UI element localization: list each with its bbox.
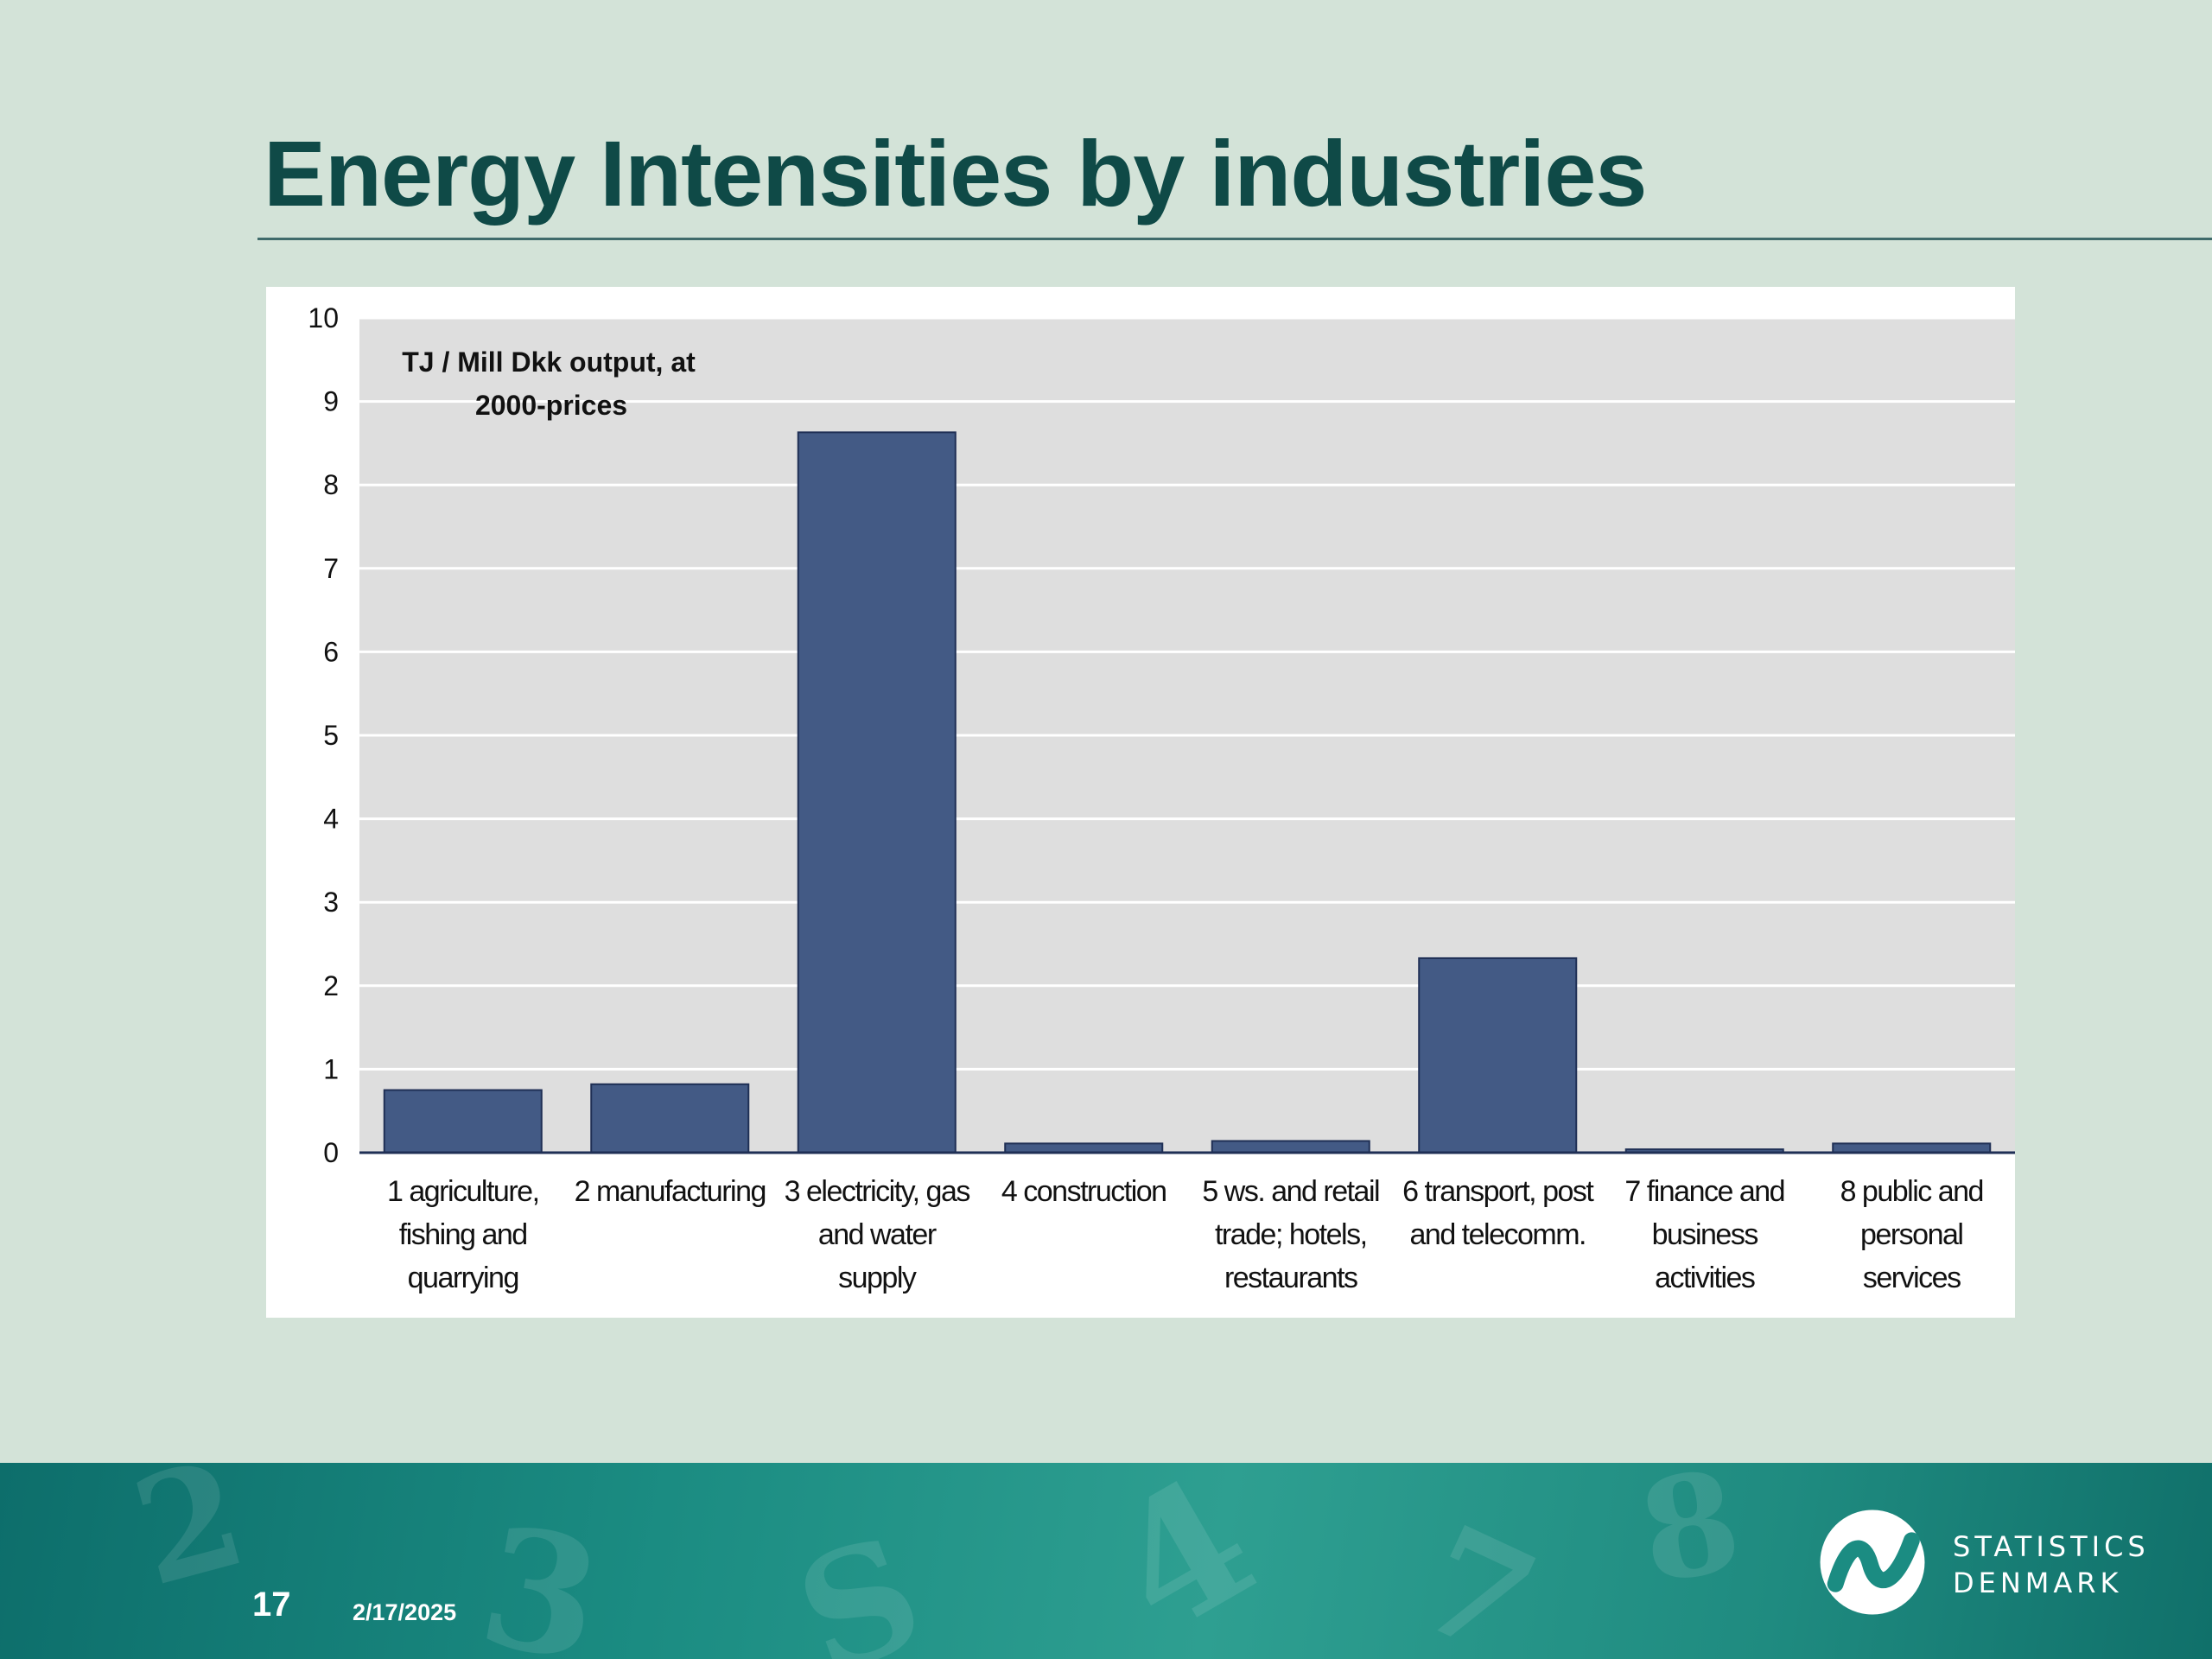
x-tick-label: 1 agriculture, fishing and quarrying — [387, 1175, 539, 1294]
x-tick-label: 4 construction — [1001, 1175, 1166, 1208]
footer-decoration: 2 — [118, 1463, 262, 1620]
bar-chart: 0 1 2 3 4 5 6 7 8 9 10 1 agriculture, fishing and qua… — [308, 302, 2015, 1294]
logo-wordmark: STATISTICS DENMARK — [1953, 1529, 2150, 1601]
y-tick-label: 5 — [323, 720, 339, 751]
footer-decoration: S — [775, 1501, 944, 1659]
statistics-denmark-logo-icon — [1820, 1510, 1925, 1615]
bar — [1004, 1142, 1164, 1154]
y-tick-label: 7 — [323, 553, 339, 584]
y-tick-label: 6 — [323, 636, 339, 667]
bar — [590, 1083, 750, 1154]
slide-date: 2/17/2025 — [353, 1599, 457, 1625]
footer-decoration: 8 — [1628, 1463, 1751, 1616]
x-tick-label: 5 ws. and retail trade; hotels, restaurant… — [1202, 1175, 1379, 1294]
y-tick-label: 2 — [323, 970, 339, 1001]
page-number: 17 — [252, 1586, 291, 1624]
x-tick-label: 3 electricity, gas and water supply — [785, 1175, 970, 1294]
logo-line-1: STATISTICS — [1953, 1530, 2150, 1563]
y-tick-label: 4 — [323, 804, 339, 835]
bar — [1211, 1140, 1370, 1154]
footer-band: 2 3 S 4 7 8 17 2/17/2025 STATISTICS DENM… — [0, 1463, 2212, 1659]
logo-line-2: DENMARK — [1953, 1567, 2123, 1599]
y-tick-label: 9 — [323, 386, 339, 417]
bar — [1832, 1142, 1992, 1154]
bar — [797, 431, 957, 1154]
y-tick-label: 10 — [308, 302, 339, 334]
y-tick-label: 3 — [323, 887, 339, 918]
x-tick-label: 6 transport, post and telecomm. — [1402, 1175, 1594, 1251]
y-tick-label: 0 — [323, 1137, 339, 1168]
footer-decoration: 7 — [1394, 1492, 1560, 1659]
bar — [1418, 957, 1578, 1154]
footer-decoration: 4 — [1080, 1463, 1287, 1659]
chart-panel: 0 1 2 3 4 5 6 7 8 9 10 1 agriculture, fishing and qua… — [266, 287, 2015, 1318]
chart-annotation: TJ / Mill Dkk output, at 2000-prices — [402, 346, 696, 421]
slide-title: Energy Intensities by industries — [264, 121, 1647, 226]
title-divider — [257, 238, 2212, 240]
x-tick-label: 7 finance and business activities — [1624, 1175, 1784, 1294]
y-tick-label: 8 — [323, 469, 339, 500]
footer-decoration: 3 — [467, 1489, 614, 1659]
bar — [383, 1089, 543, 1154]
x-tick-label: 2 manufacturing — [575, 1175, 766, 1208]
y-tick-label: 1 — [323, 1053, 339, 1084]
x-tick-label: 8 public and personal services — [1840, 1175, 1983, 1294]
